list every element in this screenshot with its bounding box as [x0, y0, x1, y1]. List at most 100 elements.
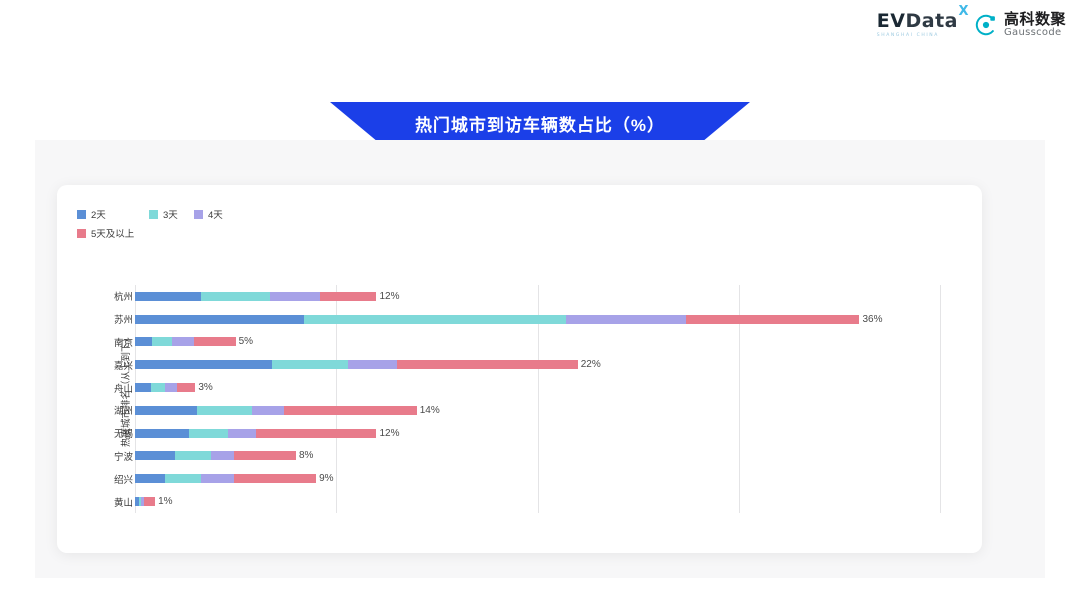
chart-bar-row[interactable]: 南京 5%: [57, 331, 982, 354]
bar-segment[interactable]: [233, 451, 296, 461]
bar-segment[interactable]: [135, 383, 152, 393]
y-axis-tick-label: 无锡: [113, 429, 133, 441]
chart-bar-row[interactable]: 舟山 3%: [57, 376, 982, 399]
bar-segment[interactable]: [320, 291, 377, 301]
chart-bar-row[interactable]: 绍兴 9%: [57, 467, 982, 490]
bar-segment[interactable]: [141, 497, 145, 507]
stacked-bar[interactable]: [135, 337, 236, 347]
gausscode-name-cn: 高科数聚: [1003, 11, 1066, 29]
gridline: [336, 285, 338, 513]
chart-title-banner: 热门城市到访车辆数占比（%）: [330, 102, 750, 144]
chart-bar-row[interactable]: 黄山 1%: [57, 490, 982, 513]
bar-segment[interactable]: [172, 337, 195, 347]
bar-segment[interactable]: [135, 405, 198, 415]
page-header: EVData X SHANGHAI CHINA 高科数聚 Gausscode: [0, 0, 1080, 58]
stacked-bar[interactable]: [135, 451, 296, 461]
stacked-bar[interactable]: [135, 405, 417, 415]
legend-label: 3天: [163, 210, 178, 221]
chart-bar-row[interactable]: 杭州 12%: [57, 285, 982, 308]
bar-segment[interactable]: [135, 497, 139, 507]
bar-segment[interactable]: [271, 360, 349, 370]
bar-segment[interactable]: [686, 314, 860, 324]
gausscode-text: 高科数聚 Gausscode: [1004, 12, 1066, 38]
chart-bar-row[interactable]: 无锡 12%: [57, 422, 982, 445]
bar-value-label: 14%: [419, 404, 440, 416]
bar-segment[interactable]: [251, 405, 284, 415]
y-axis-tick-label: 舟山: [113, 383, 133, 395]
bar-segment[interactable]: [135, 314, 305, 324]
bar-segment[interactable]: [165, 474, 202, 484]
legend-item[interactable]: 2天: [77, 207, 149, 221]
bar-segment[interactable]: [135, 291, 202, 301]
bar-segment[interactable]: [175, 451, 212, 461]
bar-segment[interactable]: [197, 405, 252, 415]
bar-segment[interactable]: [565, 314, 687, 324]
stacked-bar[interactable]: [135, 314, 860, 324]
bar-segment[interactable]: [211, 451, 234, 461]
bar-segment[interactable]: [138, 497, 142, 507]
legend-label: 5天及以上: [91, 229, 135, 240]
bar-segment[interactable]: [348, 360, 397, 370]
bar-segment[interactable]: [135, 337, 153, 347]
evdata-logo: EVData X SHANGHAI CHINA: [876, 5, 969, 39]
legend-item[interactable]: 5天及以上: [77, 226, 497, 240]
bar-segment[interactable]: [227, 428, 256, 438]
bar-segment[interactable]: [152, 337, 173, 347]
legend-label: 4天: [208, 210, 223, 221]
stacked-bar[interactable]: [135, 474, 317, 484]
y-axis-tick-label: 杭州: [113, 292, 133, 304]
stacked-bar[interactable]: [135, 383, 196, 393]
bar-segment[interactable]: [144, 497, 156, 507]
gausscode-mark-icon: [974, 13, 998, 37]
bar-segment[interactable]: [396, 360, 578, 370]
evdata-ev-text: EV: [876, 10, 906, 32]
stacked-bar[interactable]: [135, 428, 377, 438]
legend-swatch-icon: [77, 228, 86, 238]
bar-segment[interactable]: [135, 474, 166, 484]
y-axis-tick-label: 苏州: [113, 315, 133, 327]
chart-bar-row[interactable]: 湖州 14%: [57, 399, 982, 422]
bar-segment[interactable]: [189, 428, 228, 438]
y-axis-tick-label: 绍兴: [113, 474, 133, 486]
bar-segment[interactable]: [201, 474, 234, 484]
y-axis-tick-label: 嘉兴: [113, 360, 133, 372]
chart-bar-row[interactable]: 苏州 36%: [57, 308, 982, 331]
chart-bar-row[interactable]: 宁波 8%: [57, 445, 982, 468]
y-axis-tick-label: 宁波: [113, 451, 133, 463]
y-axis-tick-label: 黄山: [113, 497, 133, 509]
stacked-bar[interactable]: [135, 360, 578, 370]
bar-segment[interactable]: [177, 383, 196, 393]
bar-segment[interactable]: [283, 405, 417, 415]
bar-value-label: 12%: [379, 290, 400, 302]
chart-legend: 2天 3天 4天 5天及以上: [77, 207, 497, 240]
chart-card: 2天 3天 4天 5天及以上 热度城市排名（从上到下） 杭州 12% 苏州 36% 南京 5% 嘉…: [57, 185, 982, 553]
gridline: [940, 285, 941, 513]
legend-item[interactable]: 3天: [149, 207, 194, 221]
chart-bar-row[interactable]: 嘉兴 22%: [57, 353, 982, 376]
stacked-bar[interactable]: [135, 291, 377, 301]
evdata-data-text: Data: [905, 10, 958, 32]
bar-segment[interactable]: [233, 474, 317, 484]
bar-segment[interactable]: [255, 428, 377, 438]
bar-segment[interactable]: [201, 291, 270, 301]
bar-value-label: 3%: [198, 382, 213, 394]
gridline: [537, 285, 539, 513]
bar-segment[interactable]: [135, 451, 176, 461]
bar-value-label: 36%: [862, 313, 883, 325]
evdata-tagline: SHANGHAI CHINA: [876, 33, 939, 38]
bar-segment[interactable]: [165, 383, 178, 393]
bar-segment[interactable]: [194, 337, 236, 347]
bar-value-label: 12%: [379, 427, 400, 439]
bar-segment[interactable]: [135, 428, 190, 438]
bar-value-label: 8%: [299, 450, 314, 462]
legend-item[interactable]: 4天: [194, 207, 294, 221]
branding-group: EVData X SHANGHAI CHINA 高科数聚 Gausscode: [876, 5, 1066, 39]
bar-segment[interactable]: [151, 383, 166, 393]
y-axis-tick-label: 南京: [113, 337, 133, 349]
chart-plot-area: 热度城市排名（从上到下） 杭州 12% 苏州 36% 南京 5% 嘉兴 22% 舟山 3% 湖州 14…: [57, 185, 982, 553]
bar-segment[interactable]: [304, 314, 566, 324]
bar-segment[interactable]: [269, 291, 321, 301]
stacked-bar[interactable]: [135, 497, 156, 507]
bar-segment[interactable]: [135, 360, 272, 370]
evdata-x-superscript-icon: X: [958, 4, 969, 19]
